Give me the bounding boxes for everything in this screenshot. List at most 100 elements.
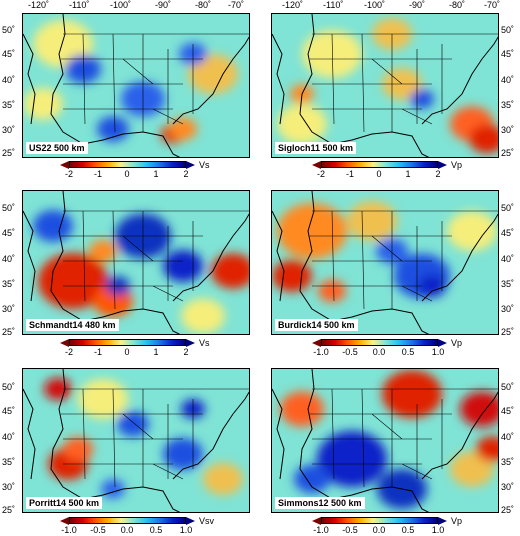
lat-label: 45˚: [501, 49, 515, 59]
colorbar-tick: -1: [93, 347, 102, 357]
lon-label: -120˚: [282, 0, 304, 10]
map-simmons12: Simmons12 500 km: [271, 368, 499, 513]
lat-label: 35˚: [501, 100, 515, 110]
colorbar-tick: 1.0: [179, 525, 193, 535]
lat-label: 40˚: [2, 254, 16, 264]
colorbar-gradient: [321, 517, 438, 524]
lat-label: 40˚: [501, 254, 515, 264]
colorbar-tick: 2: [435, 169, 441, 179]
colorbar-tick: 0.0: [120, 525, 134, 535]
colorbar-max-arrow: [186, 161, 195, 169]
lon-label: -100˚: [110, 0, 132, 10]
lat-label: 50˚: [2, 25, 16, 35]
lat-label: 25˚: [501, 327, 515, 337]
lat-label: 35˚: [501, 279, 515, 289]
lon-label: -70˚: [228, 0, 245, 10]
lat-label: 25˚: [2, 327, 16, 337]
map-schmandt14: Schmandt14 480 km: [22, 190, 250, 335]
lat-label: 30˚: [2, 304, 16, 314]
map-porritt14: Porritt14 500 km: [22, 368, 250, 513]
colorbar-tick: 0.0: [372, 347, 386, 357]
lat-label: 30˚: [501, 482, 515, 492]
colorbar-unit: Vsv: [199, 516, 215, 526]
map-sigloch11: Sigloch11 500 km: [271, 13, 499, 158]
panel-burdick14: Burdick14 500 km: [260, 178, 520, 356]
colorbar-tick: 0.5: [149, 525, 163, 535]
map-us22: US22 500 km: [22, 13, 250, 158]
lon-label: -120˚: [28, 0, 50, 10]
colorbar-max-arrow: [438, 161, 447, 169]
lon-label: -80˚: [195, 0, 212, 10]
lat-label: 45˚: [501, 228, 515, 238]
colorbar-tick: 1: [153, 169, 159, 179]
lat-label: 40˚: [501, 75, 515, 85]
panel-label: Schmandt14 480 km: [26, 319, 119, 331]
lon-label: -100˚: [364, 0, 386, 10]
colorbar-tick: -1: [93, 169, 102, 179]
colorbar-tick: -1.0: [313, 525, 329, 535]
panel-porritt14: Porritt14 500 km: [0, 356, 260, 536]
colorbar-unit: Vp: [451, 516, 463, 526]
map-burdick14: Burdick14 500 km: [271, 190, 499, 335]
lat-label: 50˚: [2, 203, 16, 213]
panel-us22: US22 500 km: [0, 0, 260, 178]
colorbar-min-arrow: [312, 161, 321, 169]
colorbar-4: Vp -1.0 -0.5 0.0 0.5 1.0: [312, 338, 472, 357]
colorbar-tick: 2: [183, 347, 189, 357]
colorbar-6: Vp -1.0 -0.5 0.0 0.5 1.0: [312, 516, 472, 535]
colorbar-tick: -2: [64, 347, 73, 357]
colorbar-tick: 0: [376, 169, 382, 179]
lat-label: 50˚: [2, 382, 16, 392]
lat-label: 30˚: [2, 482, 16, 492]
panel-label: Burdick14 500 km: [275, 319, 358, 331]
colorbar-unit: Vs: [199, 338, 210, 348]
lat-label: 25˚: [2, 148, 16, 158]
colorbar-gradient: [321, 161, 438, 168]
lat-label: 30˚: [501, 125, 515, 135]
lat-label: 25˚: [501, 148, 515, 158]
colorbar-max-arrow: [438, 339, 447, 347]
colorbar-3: Vs -2 -1 0 1 2: [60, 338, 220, 357]
colorbar-tick: -1: [345, 169, 354, 179]
lat-label: 35˚: [2, 100, 16, 110]
colorbar-tick: -0.5: [342, 525, 358, 535]
colorbar-tick: 0.5: [401, 525, 415, 535]
colorbar-1: Vs -2 -1 0 1 2: [60, 160, 220, 179]
panel-schmandt14: Schmandt14 480 km: [0, 178, 260, 356]
lon-label: -90˚: [155, 0, 172, 10]
colorbar-tick: -2: [316, 169, 325, 179]
panel-label: US22 500 km: [26, 142, 88, 154]
colorbar-tick: 0.0: [372, 525, 386, 535]
colorbar-max-arrow: [186, 339, 195, 347]
colorbar-tick: 1: [153, 347, 159, 357]
colorbar-tick: 1.0: [431, 347, 445, 357]
panel-sigloch11: Sigloch11 500 km: [260, 0, 520, 178]
lat-label: 45˚: [501, 406, 515, 416]
colorbar-tick: -2: [64, 169, 73, 179]
lat-label: 45˚: [2, 228, 16, 238]
lon-label: -70˚: [484, 0, 501, 10]
colorbar-max-arrow: [438, 517, 447, 525]
colorbar-5: Vsv -1.0 -0.5 0.0 0.5 1.0: [60, 516, 220, 535]
panel-label: Porritt14 500 km: [26, 497, 103, 509]
lat-label: 40˚: [2, 75, 16, 85]
lon-label: -80˚: [449, 0, 466, 10]
colorbar-tick: 1.0: [431, 525, 445, 535]
lat-label: 25˚: [501, 505, 515, 515]
colorbar-unit: Vp: [451, 160, 463, 170]
lat-label: 30˚: [2, 125, 16, 135]
colorbar-min-arrow: [312, 339, 321, 347]
colorbar-tick: 0: [124, 347, 130, 357]
lat-label: 40˚: [2, 432, 16, 442]
lat-label: 50˚: [501, 203, 515, 213]
colorbar-min-arrow: [312, 517, 321, 525]
colorbar-gradient: [321, 339, 438, 346]
colorbar-2: Vp -2 -1 0 1 2: [312, 160, 472, 179]
colorbar-tick: 0: [124, 169, 130, 179]
colorbar-tick: -0.5: [90, 525, 106, 535]
lat-label: 40˚: [501, 432, 515, 442]
colorbar-tick: -1.0: [313, 347, 329, 357]
panel-label: Sigloch11 500 km: [275, 142, 357, 154]
colorbar-tick: 1: [405, 169, 411, 179]
lat-label: 30˚: [501, 304, 515, 314]
